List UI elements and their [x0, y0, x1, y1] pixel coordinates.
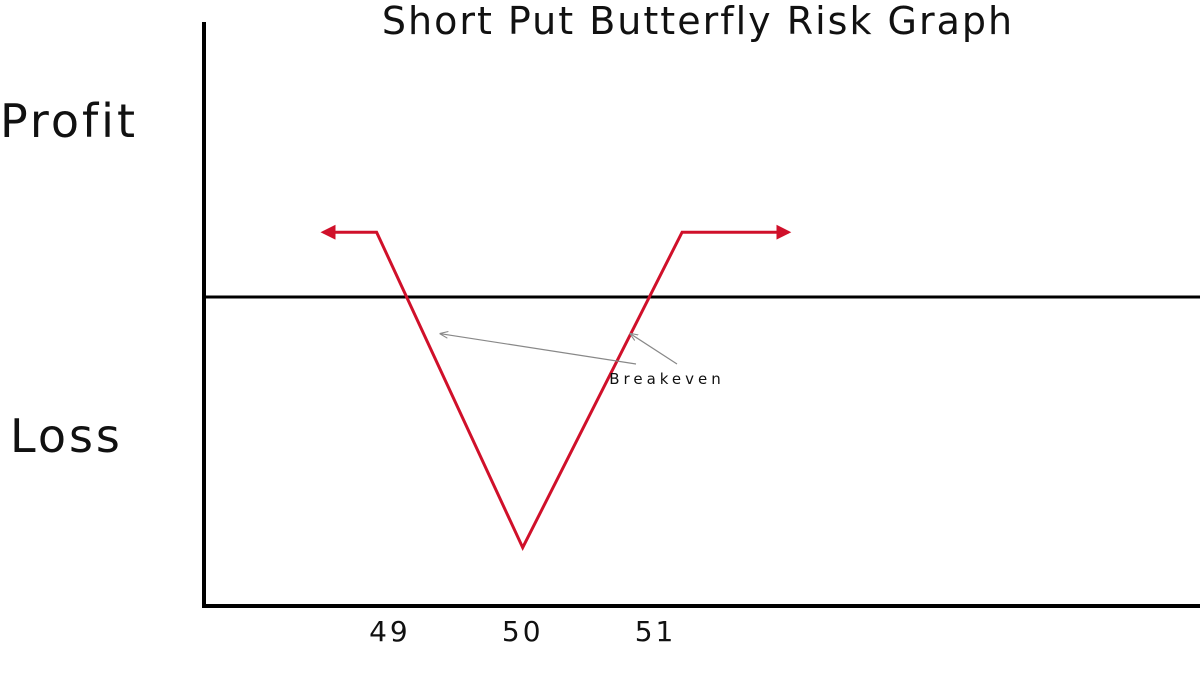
breakeven-arrow [440, 334, 637, 365]
annotations: Breakeven [440, 334, 725, 388]
loss-label: Loss [10, 409, 123, 463]
breakeven-arrow [630, 334, 678, 365]
profit-label: Profit [0, 94, 138, 148]
x-tick-label: 50 [502, 615, 544, 648]
breakeven-label: Breakeven [609, 370, 725, 388]
x-tick-label: 49 [369, 615, 411, 648]
payoff-series [320, 224, 792, 552]
chart-title: Short Put Butterfly Risk Graph [382, 0, 1014, 43]
payoff-line [320, 224, 792, 552]
x-tick-labels: 49 50 51 [369, 615, 677, 648]
x-tick-label: 51 [635, 615, 677, 648]
